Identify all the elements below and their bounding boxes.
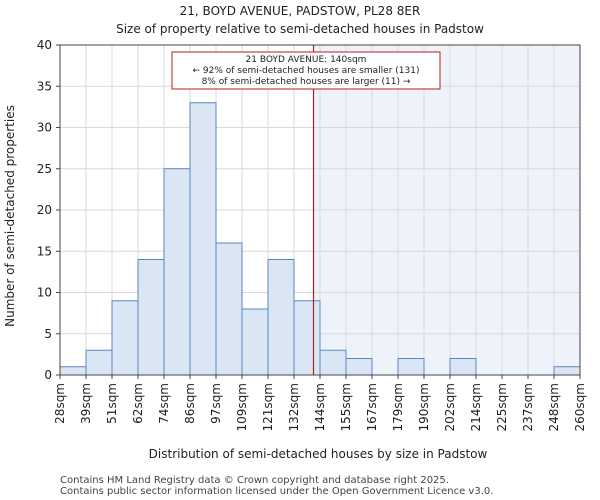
x-tick-label-16: 214sqm [469, 383, 483, 431]
x-tick-label-2: 51sqm [105, 383, 119, 424]
x-tick-label-19: 248sqm [547, 383, 561, 431]
x-tick-label-17: 225sqm [495, 383, 509, 431]
bar-15 [449, 358, 477, 376]
bar-11 [345, 358, 373, 376]
x-tick-label-8: 121sqm [261, 383, 275, 431]
x-tick-label-0: 28sqm [53, 383, 67, 424]
bar-10 [319, 349, 347, 376]
annotation-line-2: ← 92% of semi-detached houses are smalle… [193, 66, 420, 76]
y-tick-label-3: 15 [37, 244, 52, 258]
y-tick-label-2: 10 [37, 286, 52, 300]
bar-1 [85, 349, 113, 376]
bar-5 [189, 102, 217, 376]
x-tick-label-7: 109sqm [235, 383, 249, 431]
x-tick-label-18: 237sqm [521, 383, 535, 431]
y-axis-label: Number of semi-detached properties [3, 105, 17, 327]
bar-19 [553, 366, 581, 376]
bar-13 [397, 358, 425, 376]
x-tick-label-4: 74sqm [157, 383, 171, 424]
bar-6 [215, 242, 243, 376]
x-tick-label-20: 260sqm [573, 383, 587, 431]
bar-3 [137, 259, 165, 376]
x-tick-label-1: 39sqm [79, 383, 93, 424]
x-tick-label-15: 202sqm [443, 383, 457, 431]
x-tick-label-11: 155sqm [339, 383, 353, 431]
footer-line-2: Contains public sector information licen… [60, 486, 493, 497]
y-tick-label-7: 35 [37, 79, 52, 93]
bar-4 [163, 168, 191, 376]
bar-8 [267, 259, 295, 376]
y-tick-label-8: 40 [37, 38, 52, 52]
footer-line-1: Contains HM Land Registry data © Crown c… [60, 475, 449, 486]
x-tick-label-3: 62sqm [131, 383, 145, 424]
x-tick-label-9: 132sqm [287, 383, 301, 431]
x-tick-label-10: 144sqm [313, 383, 327, 431]
annotation-box: 21 BOYD AVENUE: 140sqm ← 92% of semi-det… [171, 51, 441, 90]
x-tick-label-14: 190sqm [417, 383, 431, 431]
x-tick-label-13: 179sqm [391, 383, 405, 431]
x-axis-label: Distribution of semi-detached houses by … [149, 447, 488, 461]
y-tick-label-5: 25 [37, 162, 52, 176]
bar-2 [111, 300, 139, 376]
bar-9 [293, 300, 321, 376]
y-tick-label-1: 5 [44, 327, 52, 341]
x-tick-label-12: 167sqm [365, 383, 379, 431]
annotation-line-3: 8% of semi-detached houses are larger (1… [202, 77, 411, 87]
chart-title: 21, BOYD AVENUE, PADSTOW, PL28 8ER [180, 4, 421, 18]
y-ticks: 0 5 10 15 20 25 30 35 40 [37, 38, 60, 382]
y-tick-label-4: 20 [37, 203, 52, 217]
bar-0 [59, 366, 87, 376]
bar-7 [241, 308, 269, 376]
x-tick-label-6: 97sqm [209, 383, 223, 424]
y-tick-label-0: 0 [44, 368, 52, 382]
chart-subtitle: Size of property relative to semi-detach… [116, 22, 484, 36]
annotation-frame [171, 51, 441, 90]
annotation-line-1: 21 BOYD AVENUE: 140sqm [246, 55, 367, 65]
x-tick-label-5: 86sqm [183, 383, 197, 424]
bars [59, 102, 581, 376]
x-ticks: 28sqm 39sqm 51sqm 62sqm 74sqm 86sqm 97sqm 109sq… [53, 375, 587, 431]
y-tick-label-6: 30 [37, 121, 52, 135]
